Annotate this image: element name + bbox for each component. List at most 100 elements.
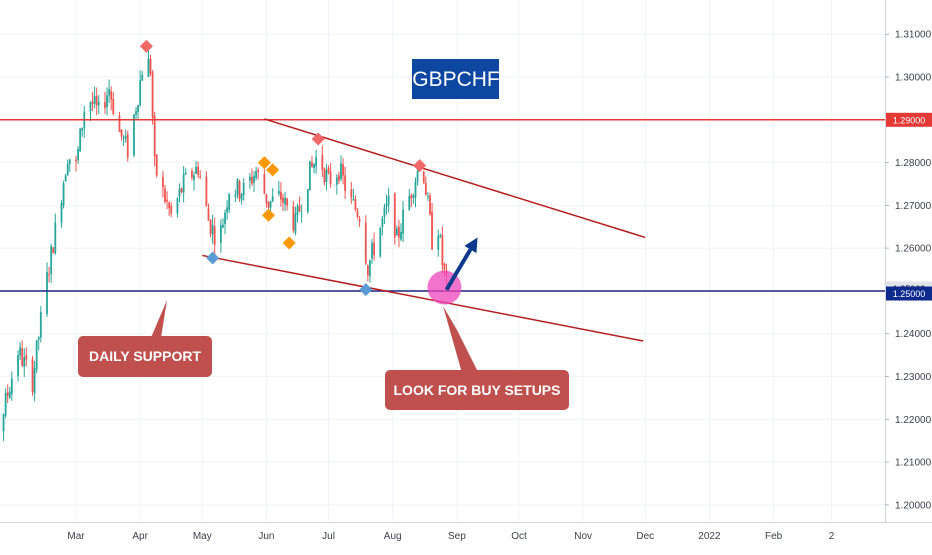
candle-body xyxy=(89,102,92,112)
candle-body xyxy=(269,201,272,208)
candle xyxy=(238,179,241,202)
candle-body xyxy=(342,164,344,176)
candlestick-series xyxy=(2,49,448,442)
buy-setups-pointer xyxy=(443,306,480,380)
daily-support-pointer xyxy=(150,300,167,344)
candle xyxy=(263,165,266,195)
candle xyxy=(427,192,429,201)
candle xyxy=(213,217,216,256)
candle xyxy=(209,219,212,238)
candle-body xyxy=(255,171,257,178)
candle xyxy=(300,204,303,223)
candle-body xyxy=(10,378,13,394)
candle-body xyxy=(321,154,324,170)
candle-body xyxy=(253,175,255,183)
candle xyxy=(366,264,369,282)
candle-body xyxy=(50,245,53,275)
price-tick-label: 1.27000 xyxy=(895,201,932,212)
candle-body xyxy=(383,207,386,218)
candle xyxy=(81,127,84,137)
candle xyxy=(10,371,13,401)
candle-body xyxy=(311,162,313,167)
candle-body xyxy=(344,175,346,191)
candle xyxy=(429,192,431,216)
candle xyxy=(424,176,427,196)
price-label-bg xyxy=(886,286,932,301)
candle-body xyxy=(166,199,168,202)
chart-title: GBPCHF xyxy=(412,59,500,99)
candle-body xyxy=(118,115,121,132)
candle xyxy=(224,209,226,235)
candle xyxy=(122,134,125,147)
candle xyxy=(176,197,179,218)
candle xyxy=(79,127,82,152)
candle xyxy=(280,182,282,207)
candle-body xyxy=(52,247,55,254)
candle-body xyxy=(141,74,144,81)
time-tick-label: Sep xyxy=(448,531,466,542)
candle-body xyxy=(104,102,106,108)
candle xyxy=(313,163,315,174)
candle-body xyxy=(280,191,282,200)
candle xyxy=(226,200,229,220)
candle-body xyxy=(242,182,245,196)
candle-body xyxy=(387,195,390,205)
signal-marker xyxy=(262,208,276,222)
candle-body xyxy=(224,212,226,225)
candle-body xyxy=(137,105,139,112)
candle xyxy=(400,223,402,242)
candle-body xyxy=(54,222,57,254)
candle xyxy=(439,233,442,239)
candle xyxy=(68,159,71,172)
candle-body xyxy=(222,224,224,228)
candle xyxy=(2,413,5,442)
candle-body xyxy=(79,128,82,152)
candle xyxy=(83,105,86,138)
candle-body xyxy=(35,340,38,370)
candle xyxy=(108,79,111,104)
candle xyxy=(48,266,50,283)
candle-body xyxy=(340,163,342,180)
candle xyxy=(387,188,390,213)
candle-body xyxy=(400,231,402,240)
candle xyxy=(211,214,214,244)
candle xyxy=(402,201,404,243)
candle-body xyxy=(439,235,442,237)
candle xyxy=(162,170,164,198)
candle xyxy=(141,70,144,81)
candle-body xyxy=(170,205,173,214)
candle-body xyxy=(251,176,253,184)
candle-body xyxy=(431,211,433,250)
candle-body xyxy=(66,163,69,175)
candle xyxy=(60,200,63,228)
candle-body xyxy=(133,114,135,156)
candle xyxy=(257,167,260,180)
candle xyxy=(408,188,411,211)
candle-body xyxy=(135,111,137,115)
candle xyxy=(118,111,121,133)
candle xyxy=(240,193,243,205)
candle-body xyxy=(191,170,193,178)
time-tick-label: Oct xyxy=(511,531,527,542)
time-tick-label: 2 xyxy=(829,531,835,542)
candle-body xyxy=(122,137,125,139)
candle xyxy=(422,170,425,185)
candle xyxy=(52,246,55,254)
candle xyxy=(120,129,123,141)
candle xyxy=(350,181,353,204)
price-label: 1.25000 xyxy=(886,286,932,301)
candle-body xyxy=(236,179,239,195)
candle xyxy=(371,238,373,264)
candle-body xyxy=(358,218,361,222)
candle-body xyxy=(277,190,280,194)
swing-low-marker xyxy=(206,251,220,265)
candle xyxy=(110,86,113,111)
time-tick-label: 2022 xyxy=(698,531,721,542)
time-tick-label: Nov xyxy=(574,531,592,542)
swing-high-marker xyxy=(413,159,427,173)
candle xyxy=(236,178,239,199)
candle-body xyxy=(356,210,359,218)
candle xyxy=(8,386,11,399)
candle-body xyxy=(149,58,152,74)
